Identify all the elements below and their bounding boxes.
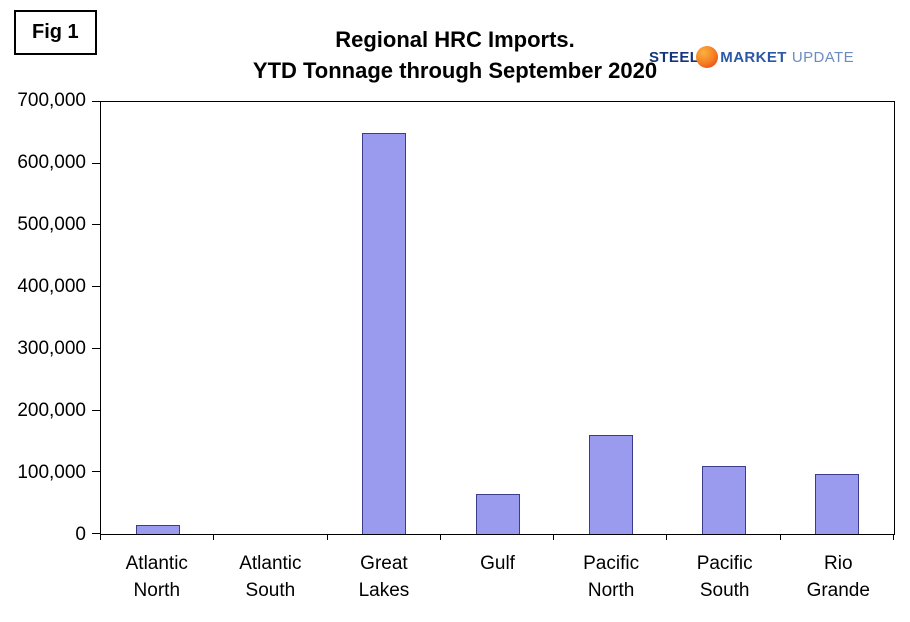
x-tick-mark xyxy=(326,534,328,540)
steel-market-update-logo: STEEL MARKET UPDATE xyxy=(649,46,854,68)
y-tick-mark xyxy=(92,224,100,226)
x-category-label: Rio Grande xyxy=(806,553,870,601)
x-tick-mark xyxy=(439,534,441,540)
bar-pacific-south xyxy=(702,466,747,534)
bar-atlantic-north xyxy=(135,525,180,534)
logo-market-text: MARKET xyxy=(720,48,787,66)
chart-title-line1: Regional HRC Imports. xyxy=(335,27,575,52)
x-tick-mark xyxy=(893,534,894,540)
logo-update-text: UPDATE xyxy=(791,48,854,66)
x-tick-mark xyxy=(213,534,215,540)
y-tick-mark xyxy=(92,162,100,164)
orange-globe-icon xyxy=(696,46,719,68)
y-tick-mark xyxy=(92,101,100,102)
x-category-label: Great Lakes xyxy=(358,553,410,601)
x-tick-mark xyxy=(779,534,781,540)
figure-label: Fig 1 xyxy=(14,10,97,55)
x-tick-mark xyxy=(666,534,668,540)
plot-area xyxy=(92,101,895,540)
y-tick-label: 100,000 xyxy=(17,462,86,483)
chart-title: Regional HRC Imports. YTD Tonnage throug… xyxy=(150,24,760,86)
x-category-label: Pacific North xyxy=(583,553,640,601)
y-tick-mark xyxy=(92,471,100,473)
x-axis: Atlantic North Atlantic South Great Lakes Gulf… xyxy=(100,550,895,604)
y-tick-label: 300,000 xyxy=(17,337,86,359)
y-tick-mark xyxy=(92,533,100,534)
y-tick-label: 700,000 xyxy=(17,90,86,111)
y-tick-label: 600,000 xyxy=(17,151,86,173)
logo-steel-text: STEEL xyxy=(648,48,700,66)
chart-title-line2: YTD Tonnage through September 2020 xyxy=(252,58,658,83)
bar-gulf xyxy=(475,493,520,534)
x-category-label: Pacific South xyxy=(696,553,753,601)
x-category-label: Gulf xyxy=(480,553,515,574)
y-tick-label: 500,000 xyxy=(17,213,86,235)
x-tick-mark xyxy=(553,534,555,540)
x-category-label: Atlantic North xyxy=(125,553,188,601)
bar-great-lakes xyxy=(362,132,407,534)
y-tick-mark xyxy=(92,286,100,288)
y-axis: 700,000 600,000 500,000 400,000 300,000 200,0… xyxy=(0,90,100,545)
y-tick-label: 400,000 xyxy=(17,276,86,297)
y-tick-mark xyxy=(92,347,100,349)
y-tick-label: 200,000 xyxy=(17,400,86,421)
y-tick-mark xyxy=(92,409,100,411)
y-tick-label: 0 xyxy=(75,524,86,545)
x-tick-mark xyxy=(100,534,101,540)
bar-pacific-north xyxy=(588,435,633,534)
bar-rio-grande xyxy=(815,474,860,534)
x-category-label: Atlantic South xyxy=(239,553,302,601)
